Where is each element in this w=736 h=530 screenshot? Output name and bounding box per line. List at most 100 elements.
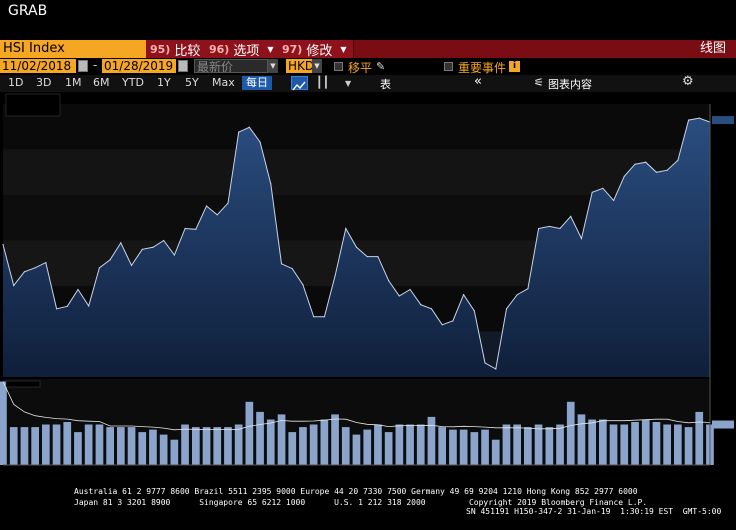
volume-bar [74, 432, 82, 465]
compare-button-num: 95) [150, 42, 171, 56]
price-point [184, 227, 186, 230]
end-date-field[interactable]: 01/28/2019 [102, 59, 176, 73]
volume-bar [406, 424, 414, 465]
price-point [377, 255, 379, 258]
chevron-down-icon[interactable]: ▼ [312, 59, 322, 73]
period-1d[interactable]: 1D [8, 76, 24, 89]
compare-button[interactable]: 95) 比较 [146, 40, 208, 59]
collapse-icon[interactable]: « [474, 74, 482, 89]
price-point [655, 171, 658, 173]
date-separator: - [93, 58, 98, 72]
line-chart-icon[interactable] [291, 76, 308, 91]
volume-bar [127, 427, 136, 465]
volume-bar [534, 424, 543, 465]
last-price-tag [712, 116, 734, 125]
volume-bar [352, 434, 361, 465]
price-point [152, 246, 154, 248]
calendar-icon[interactable] [178, 60, 188, 72]
volume-bar [491, 439, 500, 465]
price-point [388, 280, 390, 282]
chevron-down-icon[interactable]: ▼ [268, 59, 278, 73]
ticker-input[interactable]: HSI Index [0, 40, 146, 58]
price-point [280, 263, 283, 265]
price-point [205, 205, 208, 207]
price-point [109, 259, 111, 261]
price-point [687, 119, 690, 121]
period-6m[interactable]: 6M [93, 76, 110, 89]
modify-button-label: 修改 [306, 43, 333, 59]
volume-bar [341, 427, 350, 465]
volume-bar [588, 419, 596, 465]
volume-bar [620, 424, 629, 465]
calendar-icon[interactable] [78, 60, 88, 72]
price-point [302, 284, 304, 286]
options-button[interactable]: 96) 选项 ▼ [205, 40, 281, 59]
price-point [366, 255, 368, 258]
volume-bar [234, 424, 243, 465]
volume-bar [631, 422, 639, 465]
price-point [77, 288, 79, 291]
volume-bar [331, 414, 339, 465]
price-point [409, 288, 411, 291]
price-point [45, 261, 47, 264]
volume-bar [395, 424, 404, 465]
info-icon[interactable]: i [509, 61, 520, 72]
chart-content-icon[interactable]: ⚟ [534, 76, 544, 89]
pencil-icon[interactable]: ✎ [376, 60, 386, 73]
price-point [55, 308, 58, 310]
app-name: GRAB [8, 3, 48, 19]
volume-bar [181, 424, 189, 465]
period-1m[interactable]: 1M [65, 76, 82, 89]
volume-bar [277, 414, 286, 465]
background-band [3, 104, 710, 150]
price-point [66, 305, 68, 307]
currency-select[interactable]: HKD [286, 59, 315, 73]
price-point [23, 271, 26, 273]
period-max[interactable]: Max [212, 76, 235, 89]
shift-label: 移平 [348, 61, 373, 75]
price-point [495, 368, 497, 370]
chevron-down-icon[interactable]: ▼ [345, 79, 352, 88]
volume-bar [20, 427, 29, 465]
price-point [602, 187, 604, 189]
price-point [516, 294, 518, 296]
period-5y[interactable]: 5Y [185, 76, 199, 89]
period-3d[interactable]: 3D [36, 76, 52, 89]
volume-bar [309, 424, 318, 465]
chart-type-title: 线图 [699, 41, 726, 56]
price-point [677, 159, 679, 161]
price-point [291, 268, 293, 270]
period-ytd[interactable]: YTD [122, 76, 144, 89]
shift-checkbox[interactable] [334, 62, 343, 71]
table-button[interactable]: 表 [380, 78, 391, 91]
chart-area [0, 92, 736, 489]
volume-bar [577, 414, 586, 465]
chart-content-button[interactable]: 图表内容 [548, 78, 592, 91]
volume-bar [52, 424, 61, 465]
volume-bar [438, 427, 446, 465]
volume-bar [502, 424, 511, 465]
price-point [238, 131, 240, 133]
price-field-select[interactable]: 最新价 [194, 59, 268, 74]
price-point [163, 239, 165, 242]
price-point [355, 246, 358, 248]
volume-bar [106, 427, 114, 465]
volume-bar [256, 411, 264, 465]
price-point [463, 294, 465, 296]
start-date-field[interactable]: 11/02/2018 [0, 59, 76, 73]
volume-layer [0, 381, 714, 465]
candlestick-icon[interactable]: ┃┃ [316, 76, 330, 89]
frequency-select[interactable]: 每日 [242, 76, 272, 90]
footer: Australia 61 2 9777 8600 Brazil 5511 239… [0, 487, 736, 530]
price-point [645, 161, 647, 163]
gear-icon[interactable]: ⚙ [682, 74, 694, 89]
price-point [484, 362, 486, 364]
period-1y[interactable]: 1Y [157, 76, 171, 89]
options-button-label: 选项 [233, 43, 260, 59]
price-point [2, 243, 4, 246]
modify-button[interactable]: 97) 修改 ▼ [278, 40, 354, 59]
price-point [270, 183, 272, 185]
volume-bar [545, 427, 554, 465]
volume-bar [159, 434, 168, 465]
events-checkbox[interactable] [444, 62, 453, 71]
